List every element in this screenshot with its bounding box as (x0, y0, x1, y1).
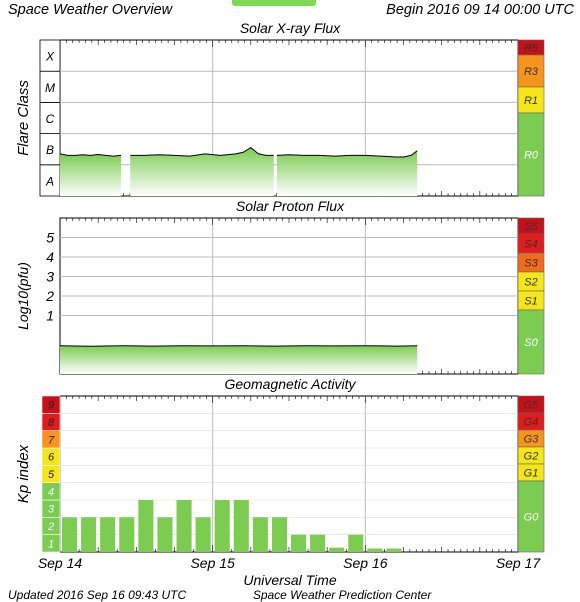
scale-label-g5: G5 (524, 400, 540, 412)
kp-axis-cell (41, 395, 61, 414)
kp-bar (176, 500, 192, 552)
footer: Updated 2016 Sep 16 09:43 UTC Space Weat… (8, 588, 431, 602)
scale-label-g0: G0 (524, 512, 540, 524)
y-axis-label: Log10(pfu) (15, 262, 31, 330)
x-tick-label: Sep 16 (343, 555, 388, 571)
flare-class-label: B (46, 143, 54, 157)
kp-bar (138, 500, 154, 552)
scale-label-g3: G3 (524, 434, 540, 446)
kp-axis-label: 8 (48, 417, 55, 429)
x-tick-label: Sep 15 (190, 555, 235, 571)
y-tick-label: 1 (46, 308, 54, 324)
kp-axis-label: 6 (48, 452, 55, 464)
kp-bar (291, 534, 307, 552)
kp-bar (367, 548, 383, 552)
updated-time: Updated 2016 Sep 16 09:43 UTC (8, 588, 187, 602)
flare-class-label: C (46, 112, 55, 126)
series-area (276, 150, 418, 196)
kp-bar (252, 517, 268, 552)
kp-bar (62, 517, 78, 552)
footer-source: Space Weather Prediction Center (252, 588, 432, 602)
y-axis-label: Kp index (15, 444, 32, 503)
series-area (130, 147, 274, 196)
y-axis-label: Flare Class (15, 80, 32, 156)
geomag-panel-title: Geomagnetic Activity (224, 376, 356, 392)
series-line (59, 153, 122, 157)
scale-cell-g0 (517, 480, 545, 553)
series-area (60, 153, 122, 196)
scale-label-r5: R5 (524, 43, 539, 55)
y-tick-label: 2 (45, 288, 54, 304)
scale-cell-r3 (517, 54, 545, 88)
kp-axis-label: 4 (48, 486, 54, 498)
header-tab[interactable] (232, 0, 316, 6)
kp-axis-label: 9 (48, 400, 54, 412)
kp-axis-label: 5 (48, 469, 55, 481)
flare-class-label: X (45, 50, 55, 64)
flare-class-cell (39, 39, 61, 72)
kp-bar (100, 517, 116, 552)
scale-cell-r1 (517, 86, 545, 114)
series-area (60, 345, 418, 374)
scale-label-r1: R1 (524, 95, 538, 107)
y-tick-label: 4 (46, 249, 54, 265)
kp-bar (214, 500, 230, 552)
scale-label-g1: G1 (524, 468, 539, 480)
scale-label-s2: S2 (524, 277, 537, 289)
scale-label-r3: R3 (524, 66, 539, 78)
x-axis-label: Universal Time (243, 572, 337, 588)
kp-bar (329, 547, 345, 552)
flare-class-label: A (45, 174, 54, 188)
kp-bar (348, 534, 364, 552)
kp-bar (386, 548, 402, 552)
scale-label-r0: R0 (524, 150, 539, 162)
series-line (276, 150, 418, 158)
y-tick-label: 3 (46, 269, 54, 285)
begin-time: Begin 2016 09 14 00:00 UTC (386, 2, 574, 18)
kp-bar (310, 534, 326, 552)
scale-cell-s0 (517, 309, 545, 375)
kp-bar (119, 517, 135, 552)
scale-label-s1: S1 (524, 296, 537, 308)
flare-class-label: M (45, 81, 55, 95)
x-tick-label: Sep 14 (38, 555, 83, 571)
scale-label-s4: S4 (524, 239, 537, 251)
kp-bar (157, 517, 173, 552)
scale-label-s5: S5 (524, 221, 538, 233)
page-title: Space Weather Overview (8, 2, 173, 18)
x-tick-label: Sep 17 (496, 555, 542, 571)
scale-cell-r0 (517, 112, 545, 197)
series-line (130, 146, 274, 157)
kp-axis-label: 7 (48, 434, 55, 446)
scale-label-s0: S0 (524, 337, 538, 349)
scale-label-g4: G4 (524, 417, 539, 429)
kp-bar (271, 517, 287, 552)
plot-area (59, 395, 519, 553)
series-line (59, 345, 418, 347)
kp-axis-label: 3 (48, 504, 55, 516)
proton-panel-title: Solar Proton Flux (235, 198, 345, 214)
xray-panel-title: Solar X-ray Flux (239, 20, 341, 36)
scale-label-s3: S3 (524, 258, 538, 270)
kp-bar (81, 517, 97, 552)
y-tick-label: 5 (46, 230, 54, 246)
kp-axis-label: 1 (48, 538, 54, 550)
kp-bar (195, 517, 211, 552)
kp-axis-label: 2 (47, 521, 54, 533)
kp-bar (233, 500, 249, 552)
scale-label-g2: G2 (524, 451, 539, 463)
